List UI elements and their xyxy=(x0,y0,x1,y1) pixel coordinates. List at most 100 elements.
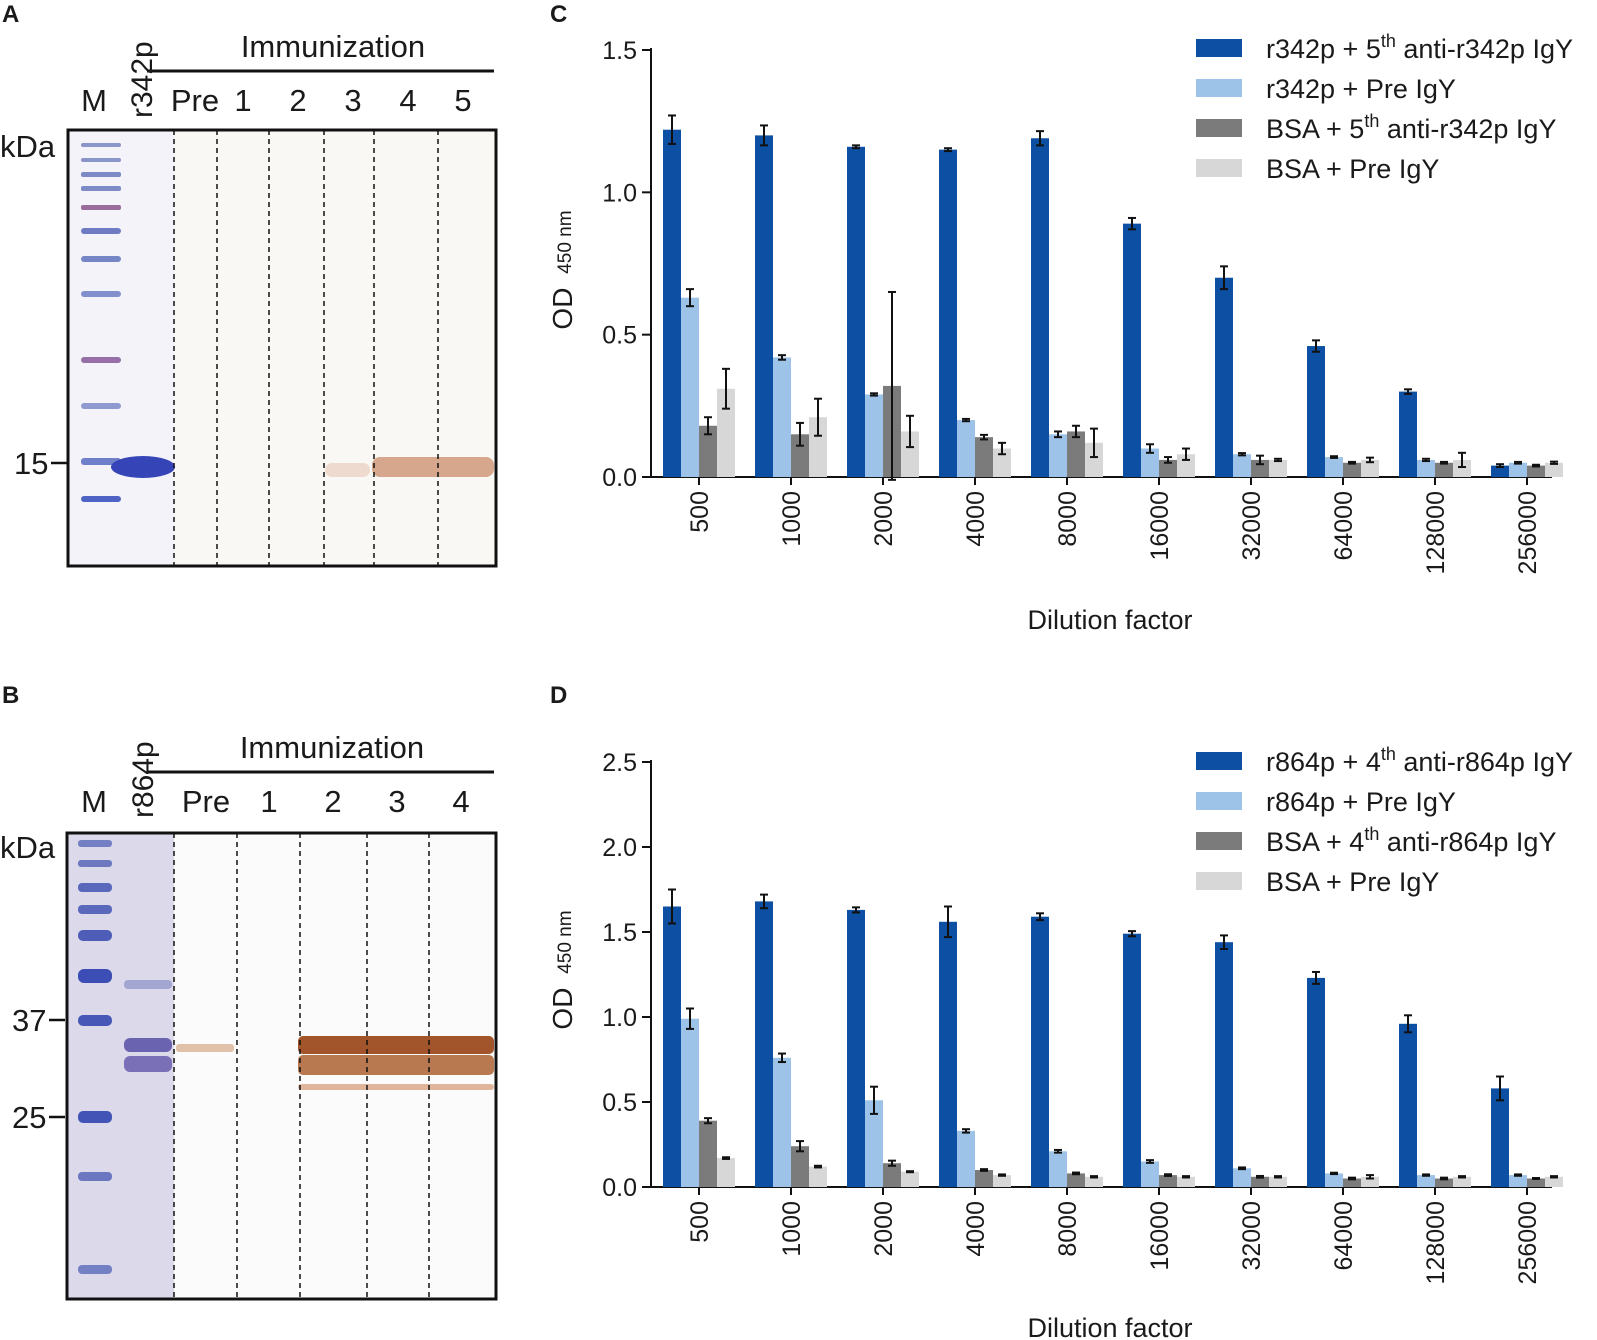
x-tick-label: 8000 xyxy=(1054,491,1082,547)
ladder-band xyxy=(81,496,121,502)
bar xyxy=(1527,1178,1545,1187)
bar xyxy=(809,417,827,477)
ladder-band xyxy=(81,458,121,465)
x-tick-label: 32000 xyxy=(1238,1201,1266,1271)
gel-a-coomassie-section xyxy=(68,130,174,566)
panel-a-antigen-label: r342p xyxy=(126,41,159,118)
legend-label: r864p + 4th anti-r864p IgY xyxy=(1266,744,1573,777)
x-tick-label: 16000 xyxy=(1146,491,1174,561)
y-axis-label-sub: 450 nm xyxy=(555,210,576,273)
ladder-band xyxy=(78,969,112,983)
gel-b-antigen-band xyxy=(124,1056,172,1072)
bar xyxy=(1215,942,1233,1187)
panel-b-kda-label: kDa xyxy=(0,830,56,865)
bar xyxy=(939,149,957,477)
bar xyxy=(1325,1173,1343,1187)
gel-a-frame xyxy=(66,128,498,568)
bar xyxy=(755,901,773,1187)
bar xyxy=(957,420,975,477)
bar xyxy=(1545,462,1563,477)
bar xyxy=(663,129,681,477)
bar xyxy=(865,1100,883,1187)
panel-b-lane-label: Pre xyxy=(182,784,230,819)
panel-c-label: C xyxy=(550,1,567,28)
bar xyxy=(1233,1168,1251,1187)
bar xyxy=(663,906,681,1187)
legend-swatch xyxy=(1196,832,1242,850)
ladder-band xyxy=(81,186,121,191)
bar xyxy=(1067,1173,1085,1187)
y-tick-label: 1.5 xyxy=(602,919,637,947)
bar xyxy=(717,1158,735,1187)
bar xyxy=(1307,977,1325,1187)
bar xyxy=(1509,1175,1527,1187)
bar xyxy=(791,1146,809,1187)
bar xyxy=(1399,391,1417,477)
panel-b: B Immunization M r864p Pre 1 2 3 4 kDa 3… xyxy=(0,682,498,1301)
bar xyxy=(1435,1178,1453,1187)
legend-label: r864p + Pre IgY xyxy=(1266,787,1456,817)
x-tick-label: 32000 xyxy=(1238,491,1266,561)
gel-b-frame xyxy=(65,831,498,1301)
bar xyxy=(717,388,735,477)
bar xyxy=(1159,1175,1177,1187)
bar xyxy=(1031,916,1049,1187)
gel-b-lane-dividers xyxy=(173,833,430,1299)
chart-c-bars xyxy=(663,129,1563,477)
bar xyxy=(681,297,699,477)
bar xyxy=(993,448,1011,477)
legend-swatch xyxy=(1196,159,1242,177)
bar xyxy=(1177,1176,1195,1187)
panel-b-antigen-label: r864p xyxy=(127,741,160,818)
bar xyxy=(1325,457,1343,477)
x-tick-label: 500 xyxy=(686,491,714,533)
gel-a-western-band-faint xyxy=(325,463,370,477)
panel-d-label: D xyxy=(550,682,567,709)
ladder-band xyxy=(81,403,121,409)
panel-b-header: Immunization xyxy=(240,730,424,765)
bar xyxy=(1085,442,1103,477)
bar xyxy=(1141,448,1159,477)
bar xyxy=(699,1120,717,1187)
y-tick-label: 2.5 xyxy=(602,749,637,777)
bar xyxy=(1049,1151,1067,1187)
y-tick-label: 0.5 xyxy=(602,1089,637,1117)
x-tick-label: 128000 xyxy=(1422,491,1450,574)
bar xyxy=(1527,465,1545,477)
panel-b-lane-label: 4 xyxy=(452,784,469,819)
ladder-band xyxy=(78,1265,112,1274)
bar xyxy=(1417,1175,1435,1187)
panel-a-lane-label: 5 xyxy=(454,83,471,118)
gel-a-western-band xyxy=(372,457,494,477)
bar xyxy=(1343,462,1361,477)
panel-b-lane-label: 1 xyxy=(260,784,277,819)
panel-a-label: A xyxy=(2,1,19,28)
x-tick-label: 1000 xyxy=(778,491,806,547)
legend-label: BSA + 5th anti-r342p IgY xyxy=(1266,111,1556,144)
x-tick-label: 256000 xyxy=(1514,1201,1542,1284)
bar xyxy=(1399,1023,1417,1187)
x-tick-label: 2000 xyxy=(870,491,898,547)
panel-b-lane-label: 2 xyxy=(324,784,341,819)
bar xyxy=(975,1170,993,1187)
bar xyxy=(1159,459,1177,477)
bar xyxy=(939,921,957,1187)
panel-a-lane-label: 3 xyxy=(344,83,361,118)
chart-d-y-axis-label: OD 450 nm xyxy=(547,910,578,1029)
legend-swatch xyxy=(1196,792,1242,810)
bar xyxy=(1435,462,1453,477)
panel-a-lane-label: 1 xyxy=(234,83,251,118)
x-tick-label: 64000 xyxy=(1330,491,1358,561)
panel-b-marker-label: M xyxy=(81,784,107,819)
gel-b-antigen-minor-band xyxy=(124,980,172,989)
legend-swatch xyxy=(1196,872,1242,890)
bar xyxy=(1233,454,1251,477)
y-tick-label: 0.5 xyxy=(602,322,637,350)
y-tick-label: 1.0 xyxy=(602,1004,637,1032)
bar xyxy=(699,425,717,477)
panel-a-kda-label: kDa xyxy=(0,129,56,164)
panel-a-lane-label: Pre xyxy=(171,83,219,118)
bar xyxy=(847,146,865,477)
y-tick-label: 1.5 xyxy=(602,37,637,65)
bar xyxy=(1141,1161,1159,1187)
